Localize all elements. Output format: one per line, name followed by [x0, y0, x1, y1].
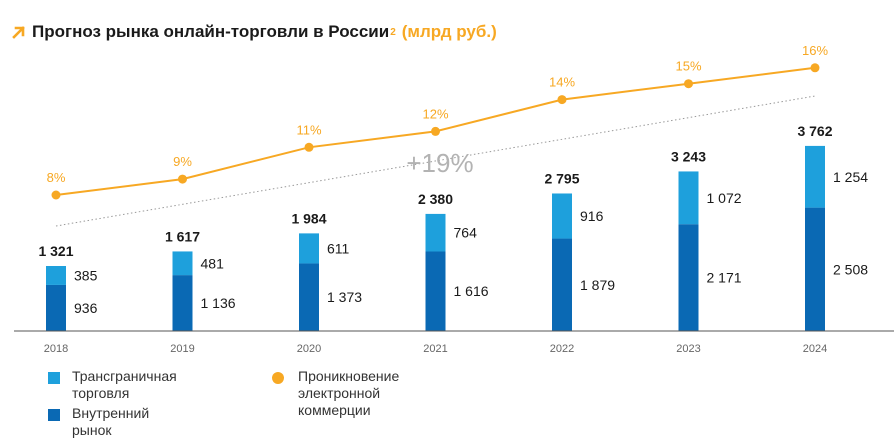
- total-label-2024: 3 762: [797, 123, 832, 139]
- value-label-cross-border-2018: 385: [74, 267, 98, 283]
- value-label-cross-border-2019: 481: [201, 255, 225, 271]
- value-label-domestic-2023: 2 171: [707, 270, 742, 286]
- total-label-2021: 2 380: [418, 191, 453, 207]
- value-label-cross-border-2021: 764: [454, 225, 478, 241]
- penetration-point-2020: [304, 142, 314, 152]
- bar-cross-border-2021: [425, 213, 446, 252]
- penetration-label-2018: 8%: [47, 170, 66, 185]
- chart-title-text: Прогноз рынка онлайн-торговли в России: [32, 22, 390, 41]
- legend-dot-penetration: [272, 372, 284, 384]
- bar-domestic-2019: [172, 275, 193, 331]
- x-tick-label-2021: 2021: [423, 343, 447, 355]
- legend-item-domestic: Внутренний рынок: [48, 405, 149, 439]
- bar-domestic-2023: [678, 224, 699, 331]
- legend-item-penetration: Проникновение электронной коммерции: [272, 368, 399, 419]
- value-label-domestic-2024: 2 508: [833, 261, 868, 277]
- value-label-cross-border-2023: 1 072: [707, 190, 742, 206]
- legend-label-cross-border-1: Трансграничная: [72, 368, 177, 384]
- legend-item-cross-border: Трансграничная торговля: [48, 368, 177, 402]
- value-label-domestic-2021: 1 616: [454, 283, 489, 299]
- penetration-point-2022: [557, 95, 567, 105]
- value-label-domestic-2022: 1 879: [580, 277, 615, 293]
- value-label-cross-border-2024: 1 254: [833, 169, 868, 185]
- penetration-point-2023: [684, 79, 693, 89]
- x-tick-label-2024: 2024: [803, 343, 827, 355]
- penetration-label-2021: 12%: [422, 106, 448, 121]
- penetration-label-2020: 11%: [296, 122, 321, 137]
- bar-cross-border-2019: [172, 251, 193, 276]
- bar-domestic-2024: [805, 207, 825, 331]
- penetration-point-2019: [178, 174, 187, 184]
- x-tick-label-2018: 2018: [44, 343, 68, 355]
- total-label-2019: 1 617: [165, 228, 200, 244]
- chart-unit: (млрд руб.): [401, 22, 497, 41]
- x-tick-label-2023: 2023: [676, 343, 700, 355]
- penetration-label-2022: 14%: [549, 75, 575, 90]
- cagr-trend-line: [55, 95, 816, 227]
- chart-title: Прогноз рынка онлайн-торговли в России 2 …: [12, 20, 497, 44]
- bar-domestic-2020: [299, 263, 319, 331]
- bar-cross-border-2024: [805, 145, 825, 208]
- x-tick-label-2019: 2019: [170, 343, 194, 355]
- value-label-cross-border-2020: 611: [327, 240, 350, 256]
- bar-cross-border-2023: [678, 171, 699, 225]
- x-tick-label-2020: 2020: [297, 343, 321, 355]
- value-label-domestic-2020: 1 373: [327, 289, 362, 305]
- penetration-label-2019: 9%: [173, 154, 192, 169]
- total-label-2020: 1 984: [291, 210, 326, 226]
- bar-cross-border-2020: [299, 233, 319, 264]
- legend-label-cross-border-2: торговля: [72, 385, 130, 401]
- x-tick-label-2022: 2022: [550, 343, 574, 355]
- cagr-label: +19%: [406, 148, 473, 178]
- total-label-2022: 2 795: [544, 170, 579, 186]
- bar-domestic-2021: [425, 251, 446, 331]
- legend-label-penetration-1: Проникновение электронной: [298, 368, 400, 401]
- penetration-point-2024: [810, 63, 820, 73]
- bar-cross-border-2018: [46, 266, 66, 285]
- bar-cross-border-2022: [552, 193, 572, 239]
- penetration-point-2018: [51, 190, 61, 200]
- value-label-domestic-2018: 936: [74, 300, 98, 316]
- penetration-label-2024: 16%: [802, 43, 828, 58]
- legend-swatch-cross-border: [48, 372, 60, 384]
- value-label-domestic-2019: 1 136: [201, 295, 236, 311]
- bar-domestic-2022: [552, 238, 572, 331]
- penetration-point-2021: [431, 126, 440, 136]
- legend-label-penetration-2: коммерции: [298, 402, 371, 418]
- total-label-2023: 3 243: [671, 148, 706, 164]
- bar-domestic-2018: [46, 284, 66, 331]
- value-label-cross-border-2022: 916: [580, 208, 604, 224]
- legend-label-domestic: Внутренний рынок: [72, 405, 150, 438]
- legend-swatch-domestic: [48, 409, 60, 421]
- footnote-marker: 2: [390, 26, 396, 38]
- penetration-label-2023: 15%: [675, 59, 701, 74]
- arrow-up-right-icon: [12, 26, 25, 39]
- total-label-2018: 1 321: [38, 243, 73, 259]
